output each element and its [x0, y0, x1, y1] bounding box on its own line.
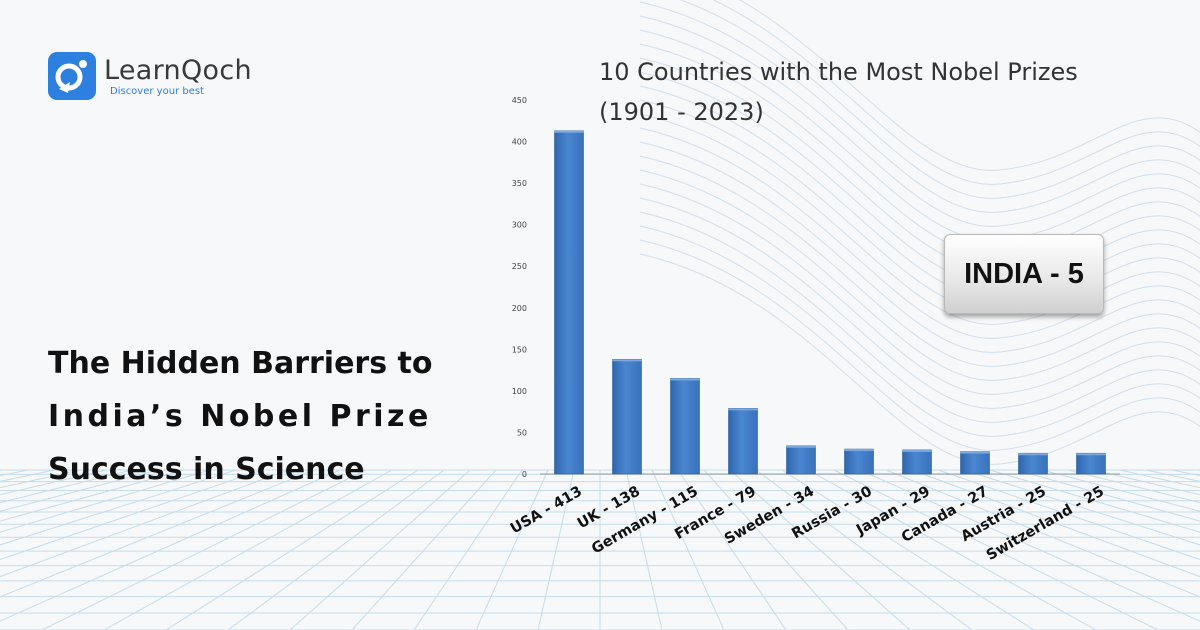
y-tick-label: 450: [512, 96, 527, 105]
bar: [1018, 452, 1048, 475]
bar: [844, 448, 874, 475]
x-tick-label: Germany - 115: [589, 484, 701, 558]
x-tick-label: USA - 413: [508, 484, 585, 538]
headline-line-3: Success in Science: [48, 452, 365, 487]
bar-top-highlight: [670, 378, 700, 381]
bar: [728, 408, 758, 475]
bar: [786, 445, 816, 475]
bar-top-highlight: [612, 359, 642, 362]
bar-top-highlight: [554, 130, 584, 133]
headline: The Hidden Barriers to India’s Nobel Pri…: [48, 337, 478, 496]
chart-subtitle: (1901 - 2023): [599, 98, 764, 126]
grid-floor: [0, 469, 1200, 630]
y-tick-label: 50: [517, 428, 527, 437]
y-tick-label: 350: [512, 179, 527, 188]
bar: [554, 130, 584, 475]
bar: [902, 449, 932, 475]
bar: [960, 451, 990, 475]
bar: [670, 378, 700, 475]
india-badge: INDIA - 5: [944, 234, 1104, 314]
chart-title-block: 10 Countries with the Most Nobel Prizes …: [599, 52, 1179, 132]
headline-line-1: The Hidden Barriers to: [48, 346, 433, 381]
headline-line-2: India’s Nobel Prize: [48, 399, 432, 434]
bar: [1076, 452, 1106, 475]
y-tick-label: 150: [512, 345, 527, 354]
bar: [612, 359, 642, 475]
brand-name: LearnQoch: [104, 55, 252, 86]
bar-top-highlight: [960, 451, 990, 454]
bar-top-highlight: [844, 449, 874, 452]
y-tick-label: 300: [512, 221, 527, 230]
y-tick-label: 100: [512, 387, 527, 396]
bar-top-highlight: [728, 408, 758, 411]
y-tick-label: 0: [522, 470, 527, 479]
brand-tagline: Discover your best: [110, 86, 204, 97]
chart-title: 10 Countries with the Most Nobel Prizes: [599, 58, 1078, 86]
wave-lines: [639, 0, 1200, 465]
y-tick-label: 200: [512, 304, 527, 313]
bar-top-highlight: [902, 449, 932, 452]
y-tick-label: 400: [512, 138, 527, 147]
bar-top-highlight: [1076, 453, 1106, 456]
logo-icon: [48, 52, 96, 100]
bar-top-highlight: [786, 445, 816, 448]
brand-logo[interactable]: LearnQoch Discover your best: [48, 52, 252, 100]
y-tick-label: 250: [512, 262, 527, 271]
bar-top-highlight: [1018, 453, 1048, 456]
